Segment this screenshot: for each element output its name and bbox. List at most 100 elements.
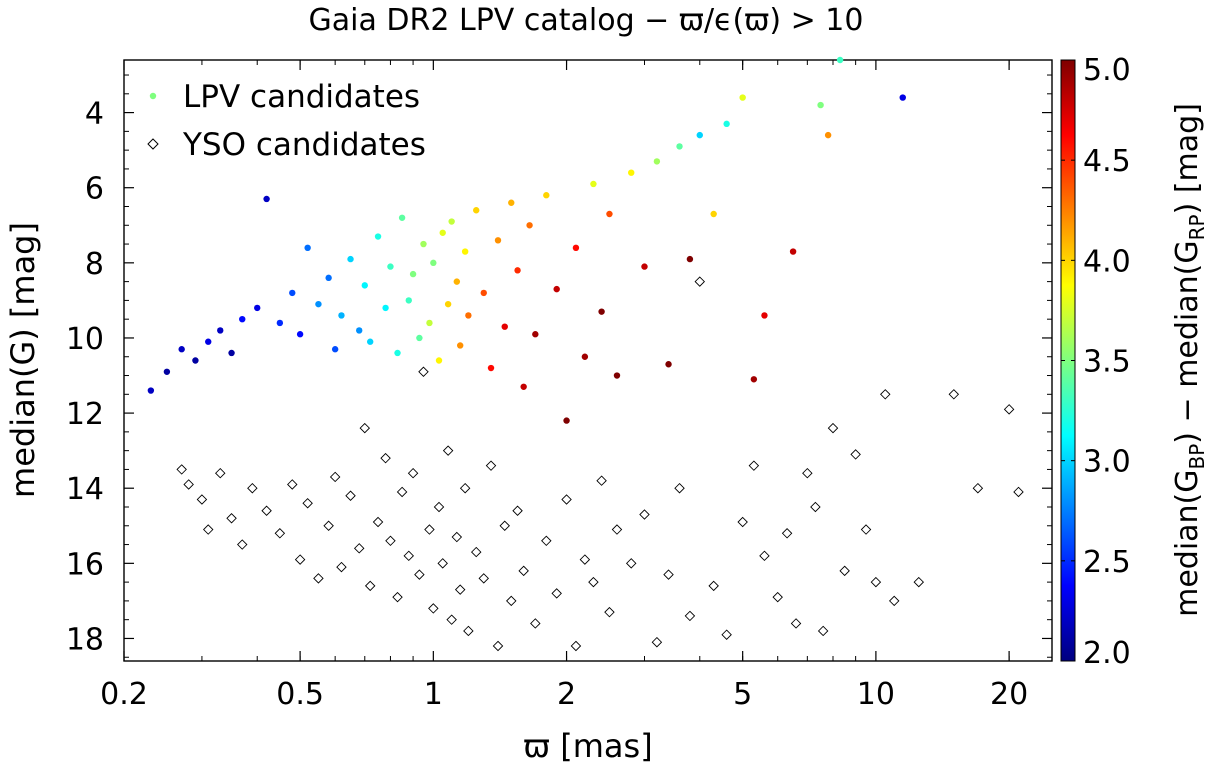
yso-point [424,524,435,535]
lpv-point [331,346,339,353]
x-tick-label: 0.5 [276,677,324,712]
y-axis: 4 6 8 10 12 14 16 18 [66,74,1052,658]
yso-point [499,520,510,532]
colorbar-tick-label: 2.5 [1083,545,1131,580]
lpv-point [289,289,296,297]
lpv-point [430,259,437,267]
colorbar-ticks: 2.0 2.5 3.0 3.5 4.0 4.5 5.0 [1061,53,1131,671]
yso-point [287,479,298,490]
yso-point [433,501,445,513]
lpv-point [572,244,580,252]
yso-point [596,475,607,486]
yso-point [588,576,599,588]
yso-point [463,625,474,637]
lpv-point [761,312,768,319]
yso-point [827,422,839,434]
y-tick-label: 12 [66,397,104,432]
lpv-point [374,233,382,240]
lpv-point [581,353,589,360]
yso-point [345,490,356,501]
lpv-point [453,278,461,285]
colorbar: 2.0 2.5 3.0 3.5 4.0 4.5 5.0 median(GBP) − medi… [1060,53,1209,671]
yso-point [418,366,429,378]
yso-point [372,516,384,528]
yso-point [226,513,237,524]
yso-point [302,498,313,509]
lpv-point [824,131,832,139]
lpv-point [361,282,368,289]
lpv-point [192,357,199,364]
lpv-point [398,214,406,221]
lpv-point [789,248,797,255]
yso-point [810,501,821,513]
yso-point [817,625,829,637]
yso-point [870,576,882,588]
yso-point [359,422,371,434]
yso-point [663,569,674,580]
lpv-point [487,364,495,372]
yso-point [414,569,425,580]
yso-point [625,558,637,569]
yso-point [364,580,376,592]
legend-lpv-marker [149,92,157,100]
yso-point [694,276,706,287]
yso-point [385,535,396,547]
lpv-point [254,304,261,312]
yso-point [215,467,226,479]
x-tick-label: 1 [424,677,443,712]
lpv-point [439,229,446,236]
x-tick-label: 5 [733,677,752,712]
lpv-point [526,222,533,229]
lpv-point [696,131,703,139]
colorbar-label-post: ) [mag] [1170,103,1205,214]
yso-point [790,618,802,629]
lpv-point [338,312,345,319]
y-tick-label: 18 [66,622,104,657]
y-tick-label: 10 [66,322,104,357]
lpv-point [448,218,455,225]
yso-point [860,524,872,535]
yso-point [518,565,529,577]
yso-point [202,524,214,535]
yso-point [759,550,770,562]
lpv-point [543,192,550,199]
yso-point [611,524,623,535]
colorbar-label-pre: median(G [1170,469,1205,616]
lpv-point [817,101,824,109]
yso-point [530,618,541,629]
yso-point [551,588,562,599]
legend: LPV candidates YSO candidates [147,79,426,163]
lpv-point [387,263,394,270]
y-tick-label: 6 [85,172,104,207]
lpv-point [465,312,472,319]
lpv-point [420,240,427,248]
colorbar-label: median(GBP) − median(GRP) [mag] [1170,103,1209,617]
yso-point [329,471,341,483]
yso-point [451,531,463,543]
lpv-point [296,331,304,338]
lpv-point [686,255,694,263]
yso-point [353,543,365,554]
yso-point [1013,486,1024,498]
yso-point [294,554,306,565]
lpv-point [899,94,906,101]
yso-point [176,464,187,475]
colorbar-label-sub-rp: RP [1185,214,1209,240]
colorbar-label-mid: ) − median(G [1170,240,1205,443]
lpv-point [217,327,224,334]
yso-point [446,614,457,625]
lpv-point [147,387,155,394]
lpv-point [356,327,363,334]
lpv-point [501,323,508,330]
yso-point [274,528,286,539]
yso-point [247,482,258,494]
yso-point [336,561,347,573]
lpv-point [435,357,443,364]
y-axis-title: median(G) [mag] [4,222,42,498]
yso-point [380,452,391,464]
lpv-point [739,94,746,101]
lpv-point [613,372,621,379]
yso-point [428,603,439,614]
yso-point [748,460,760,471]
lpv-point [456,342,464,349]
